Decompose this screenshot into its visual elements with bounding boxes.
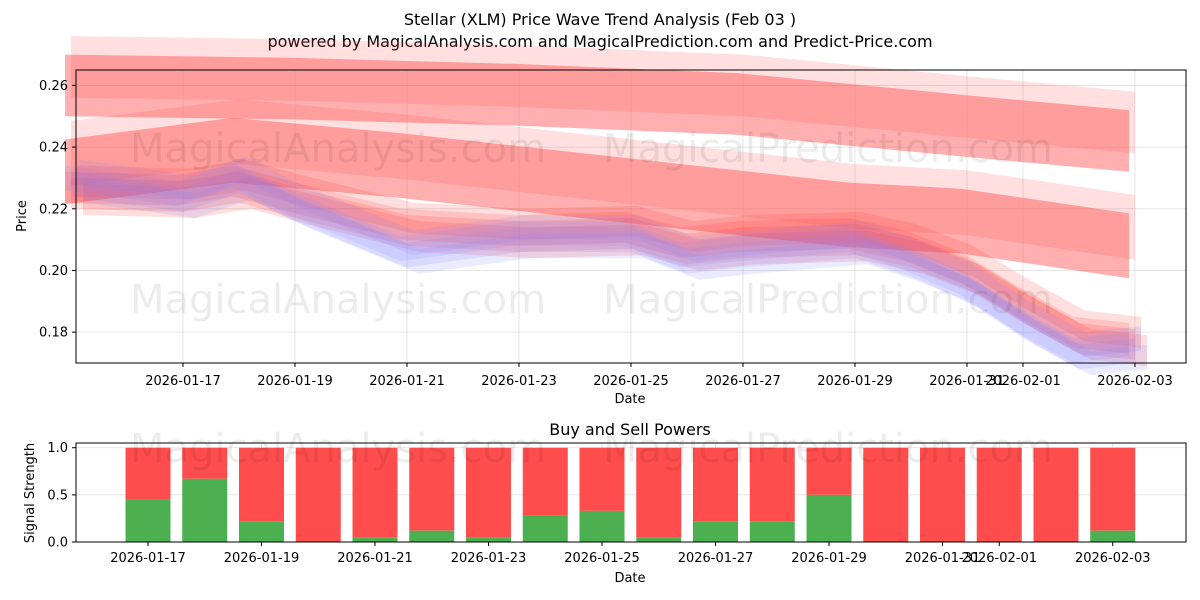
buy-bar — [409, 530, 455, 542]
signal-plot-frame — [75, 442, 1187, 543]
wave-band-3-3 — [83, 174, 1147, 376]
buy-bar — [125, 499, 171, 542]
signal-x-tick-label: 2026-01-21 — [337, 551, 413, 566]
price-y-tick-label: 0.22 — [39, 202, 68, 217]
sell-bar — [579, 447, 625, 511]
signal-x-ticks: 2026-01-17 2026-01-19 2026-01-21 2026-01-23… — [110, 542, 1151, 566]
sell-bar — [1033, 447, 1079, 542]
sell-bar — [182, 447, 228, 479]
wave-band-2-3 — [83, 177, 1147, 367]
price-x-tick-label: 2026-01-19 — [257, 374, 333, 389]
watermark-prediction-top: MagicalPrediction.com — [603, 126, 1053, 172]
buy-bar — [693, 521, 738, 542]
signal-plot: Buy and Sell Powers MagicalAnalysis.com … — [23, 420, 1187, 586]
sell-bar — [409, 447, 455, 531]
signal-x-tick-label: 2026-01-25 — [564, 551, 640, 566]
sell-bar — [466, 447, 511, 538]
sell-bar — [125, 447, 171, 500]
price-x-tick-label: 2026-01-21 — [369, 374, 445, 389]
sell-bar — [749, 447, 795, 522]
buy-bar — [522, 515, 568, 542]
sell-bar — [295, 447, 341, 542]
signal-y-tick-label: 0.5 — [47, 488, 68, 503]
watermark-analysis-mid: MagicalAnalysis.com — [130, 277, 546, 323]
sell-bar — [806, 447, 852, 495]
buy-bar — [636, 537, 682, 542]
signal-y-ticks: 0.0 0.5 1.0 — [47, 441, 76, 551]
chart-title: Stellar (XLM) Price Wave Trend Analysis … — [404, 10, 796, 29]
price-y-tick-label: 0.24 — [39, 141, 68, 156]
signal-x-tick-label: 2026-02-03 — [1075, 551, 1151, 566]
price-x-tick-label: 2026-01-29 — [817, 374, 893, 389]
wave-band-3-2 — [77, 156, 1141, 357]
price-y-label: Price — [15, 200, 30, 232]
buy-bar — [1090, 530, 1136, 542]
signal-x-tick-label: 2026-01-23 — [451, 551, 527, 566]
price-y-tick-label: 0.26 — [39, 79, 68, 94]
wave-band-0-0 — [65, 54, 1129, 172]
sell-bar — [522, 447, 568, 516]
sell-bar — [352, 447, 398, 538]
signal-x-tick-label: 2026-01-17 — [110, 551, 186, 566]
buy-bar — [579, 510, 625, 542]
watermark-prediction-bottom: MagicalPrediction.com — [603, 426, 1053, 472]
buy-bar — [182, 478, 228, 542]
signal-bars — [125, 447, 1136, 542]
wave-band-2-0 — [65, 165, 1129, 354]
sell-bar — [636, 447, 682, 538]
wave-band-3-0 — [65, 162, 1129, 363]
wave-band-3-1 — [71, 168, 1135, 370]
buy-bar — [806, 494, 852, 542]
sell-bar — [863, 447, 909, 542]
signal-y-tick-label: 0.0 — [47, 536, 68, 551]
price-grid — [76, 70, 1186, 363]
wave-band-0-1 — [71, 36, 1135, 154]
signal-y-tick-label: 1.0 — [47, 441, 68, 456]
sell-bar — [976, 447, 1022, 542]
sell-bar — [693, 447, 738, 522]
signal-x-tick-label: 2026-01-29 — [791, 551, 867, 566]
watermark-analysis-top: MagicalAnalysis.com — [130, 126, 546, 172]
sell-bar — [1090, 447, 1136, 531]
price-x-tick-label: 2026-01-23 — [481, 374, 557, 389]
price-wave-bands — [65, 36, 1147, 376]
wave-band-2-1 — [71, 171, 1135, 360]
price-plot: MagicalAnalysis.com MagicalPrediction.co… — [15, 36, 1187, 407]
signal-x-label: Date — [614, 571, 645, 586]
price-y-ticks: 0.18 0.20 0.22 0.24 0.26 — [39, 79, 76, 341]
sell-bar — [239, 447, 284, 522]
price-x-tick-label: 2026-02-03 — [1097, 374, 1173, 389]
chart-subtitle: powered by MagicalAnalysis.com and Magic… — [267, 32, 932, 51]
wave-band-1-0 — [65, 117, 1129, 279]
wave-band-2-2 — [77, 159, 1141, 348]
watermark-analysis-bottom: MagicalAnalysis.com — [130, 426, 546, 472]
signal-x-tick-label: 2026-01-31 — [905, 551, 981, 566]
signal-title: Buy and Sell Powers — [549, 420, 711, 439]
signal-y-label: Signal Strength — [23, 443, 38, 543]
price-x-ticks: 2026-01-17 2026-01-19 2026-01-21 2026-01-23… — [145, 363, 1173, 389]
price-x-label: Date — [614, 392, 645, 407]
buy-bar — [239, 521, 284, 542]
sell-bar — [920, 447, 965, 542]
price-y-tick-label: 0.18 — [39, 326, 68, 341]
price-x-tick-label: 2026-01-25 — [593, 374, 669, 389]
signal-x-tick-label: 2026-01-27 — [678, 551, 754, 566]
price-x-tick-label: 2026-01-17 — [145, 374, 221, 389]
buy-bar — [749, 521, 795, 542]
price-x-tick-label: 2026-01-31 — [929, 374, 1005, 389]
price-x-tick-label: 2026-02-01 — [985, 374, 1061, 389]
price-x-tick-label: 2026-01-27 — [705, 374, 781, 389]
signal-x-tick-label: 2026-02-01 — [961, 551, 1037, 566]
wave-band-1-1 — [71, 99, 1135, 260]
buy-bar — [466, 537, 511, 542]
watermark-prediction-mid: MagicalPrediction.com — [603, 277, 1053, 323]
price-y-tick-label: 0.20 — [39, 264, 68, 279]
signal-x-tick-label: 2026-01-19 — [224, 551, 300, 566]
buy-bar — [352, 537, 398, 542]
